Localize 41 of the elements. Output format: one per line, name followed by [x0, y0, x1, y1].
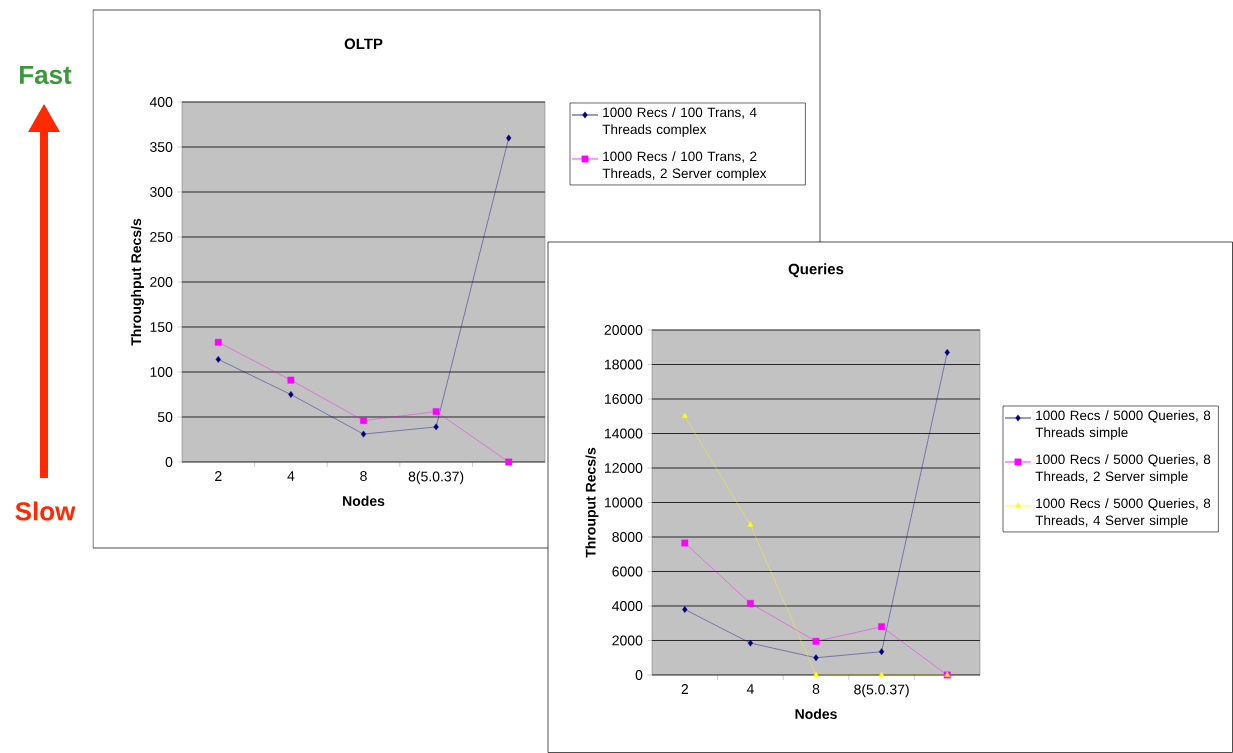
x-tick-label: 4	[746, 684, 754, 694]
y-tick-label: 200	[150, 277, 173, 287]
y-tick-label: 0	[635, 670, 643, 680]
y-tick-label: 50	[157, 412, 173, 422]
x-tick-label: 2	[681, 684, 688, 694]
legend-label: 1000 Recs / 100 Trans, 2 Threads, 2 Server complex	[602, 151, 767, 181]
legend-label: 1000 Recs / 5000 Queries, 8 Threads, 4 Server simple	[1035, 498, 1211, 528]
y-tick-label: 8000	[612, 532, 643, 542]
y-tick-label: 2000	[612, 635, 643, 646]
chart-title: OLTP	[344, 38, 383, 50]
text: Fast	[20, 65, 72, 85]
legend-label: 1000 Recs / 100 Trans, 4 Threads complex	[602, 107, 757, 137]
x-tick-label: 4	[287, 471, 295, 481]
x-axis-title: Nodes	[343, 495, 385, 506]
y-tick-label: 100	[150, 367, 173, 377]
y-tick-label: 4000	[612, 601, 643, 611]
y-tick-label: 6000	[612, 566, 643, 577]
y-tick-label: 12000	[605, 463, 643, 473]
x-tick-label: 8	[812, 684, 820, 695]
y-tick-label: 16000	[605, 394, 643, 404]
y-tick-label: 300	[150, 187, 173, 197]
x-tick-label: 2	[215, 471, 222, 481]
x-tick-label: 8(5.0.37)	[408, 471, 464, 485]
legend-label: 1000 Recs / 5000 Queries, 8 Threads simple	[1035, 410, 1211, 440]
y-tick-label: 20000	[604, 325, 643, 335]
y-tick-label: 400	[149, 97, 173, 107]
x-tick-label: 8	[360, 471, 367, 482]
y-tick-label: 350	[150, 142, 173, 152]
y-tick-label: 250	[150, 232, 173, 242]
text: Slow	[15, 501, 76, 521]
y-axis-title: Throuput Recs/s	[585, 447, 599, 558]
chart-title: Queries	[788, 263, 844, 278]
x-tick-label: 8(5.0.37)	[854, 684, 909, 698]
x-axis-title: Nodes	[795, 708, 837, 719]
y-tick-label: 0	[165, 457, 173, 467]
y-tick-label: 14000	[605, 428, 643, 439]
y-tick-label: 18000	[605, 359, 643, 370]
y-axis-title: Throughput Recs/s	[130, 218, 144, 346]
legend-label: 1000 Recs / 5000 Queries, 8 Threads, 2 Server simple	[1035, 454, 1211, 484]
y-tick-label: 10000	[605, 497, 643, 508]
y-tick-label: 150	[150, 322, 173, 332]
